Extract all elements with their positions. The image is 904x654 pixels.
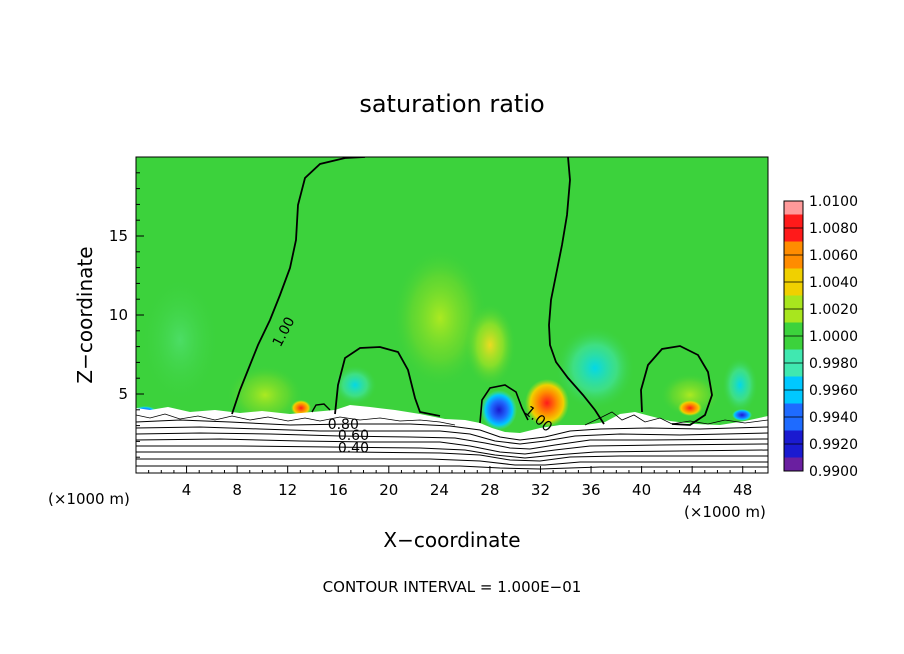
colorbar-level-label: 1.0080 bbox=[809, 221, 858, 237]
field-blob bbox=[464, 303, 516, 387]
colorbar-level-label: 1.0040 bbox=[809, 275, 858, 291]
colorbar-level-label: 0.9980 bbox=[809, 356, 858, 372]
contour-lines-wavy bbox=[136, 411, 768, 426]
field-blob bbox=[660, 373, 720, 417]
x-tick-label: 28 bbox=[480, 481, 499, 499]
y-tick-label: 5 bbox=[118, 385, 128, 403]
cold-spot bbox=[732, 409, 752, 421]
x-tick-label: 12 bbox=[278, 481, 297, 499]
contour-label: 0.60 bbox=[338, 428, 369, 444]
colorbar-level-label: 1.0100 bbox=[809, 194, 858, 210]
x-tick-label: 4 bbox=[182, 481, 192, 499]
x-unit-left: (×1000 m) bbox=[48, 490, 130, 508]
y-axis-label: Z−coordinate bbox=[73, 246, 97, 383]
x-tick-label: 20 bbox=[379, 481, 398, 499]
x-tick-label: 44 bbox=[683, 481, 702, 499]
colorbar-level-label: 0.9920 bbox=[809, 437, 858, 453]
contour-interval-note: CONTOUR INTERVAL = 1.000E−01 bbox=[323, 578, 582, 596]
x-tick-label: 8 bbox=[232, 481, 242, 499]
x-tick-label: 16 bbox=[329, 481, 348, 499]
cold-spot bbox=[481, 390, 517, 430]
x-unit-right: (×1000 m) bbox=[684, 503, 766, 521]
contour-1-00 bbox=[479, 384, 529, 424]
colorbar: 0.9900 0.9920 0.9940 0.9960 0.9980 1.0000 1.00… bbox=[783, 194, 858, 480]
y-tick-label: 15 bbox=[109, 227, 128, 245]
contour-1-00 bbox=[311, 403, 331, 413]
x-axis-ticks: 4 8 12 16 20 24 28 32 36 40 44 48 bbox=[148, 466, 756, 499]
contour-lines bbox=[136, 419, 768, 470]
colorbar-level-label: 0.9960 bbox=[809, 383, 858, 399]
contour-label: 0.40 bbox=[338, 440, 369, 456]
hot-spot bbox=[291, 400, 311, 416]
contour-1-00 bbox=[548, 157, 605, 425]
hot-spot bbox=[678, 400, 702, 416]
y-tick-label: 10 bbox=[109, 306, 128, 324]
x-tick-label: 40 bbox=[632, 481, 651, 499]
contour-1-00 bbox=[334, 346, 441, 417]
plot-area bbox=[136, 157, 768, 473]
x-tick-label: 48 bbox=[733, 481, 752, 499]
contour-1-00 bbox=[640, 345, 713, 426]
field-blob bbox=[392, 248, 488, 388]
colorbar-level-label: 0.9900 bbox=[809, 464, 858, 480]
field-blob bbox=[555, 326, 635, 410]
contour-1-00 bbox=[231, 157, 366, 415]
colorbar-level-label: 0.9940 bbox=[809, 410, 858, 426]
colorbar-swatch bbox=[784, 201, 803, 215]
x-tick-label: 24 bbox=[430, 481, 449, 499]
chart-title: saturation ratio bbox=[359, 90, 544, 118]
field-blob bbox=[722, 357, 758, 413]
field-blob bbox=[227, 365, 303, 425]
x-tick-label: 36 bbox=[581, 481, 600, 499]
field-blob bbox=[333, 365, 377, 405]
hot-spot bbox=[525, 379, 569, 427]
field-blob bbox=[140, 275, 220, 405]
colorbar-level-label: 1.0020 bbox=[809, 302, 858, 318]
x-axis-label: X−coordinate bbox=[383, 528, 520, 552]
colorbar-level-label: 1.0000 bbox=[809, 329, 858, 345]
colorbar-swatch bbox=[784, 457, 803, 471]
y-axis-ticks: 5 10 15 bbox=[109, 172, 144, 458]
contour-label: 0.80 bbox=[328, 417, 359, 433]
colorbar-level-label: 1.0060 bbox=[809, 248, 858, 264]
x-tick-label: 32 bbox=[531, 481, 550, 499]
